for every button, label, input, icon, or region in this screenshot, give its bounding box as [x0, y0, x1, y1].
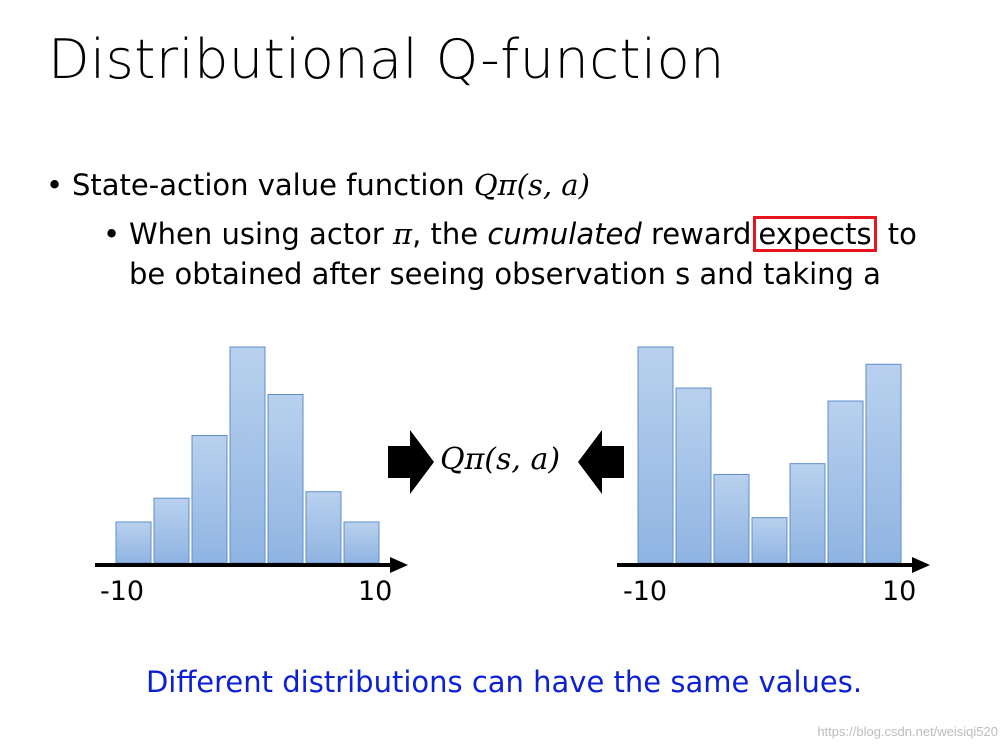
histogram-bar: [713, 473, 750, 564]
bullet2-part3: reward: [641, 217, 752, 251]
bullet-actor-description: • When using actor π, the cumulated rewar…: [103, 214, 973, 294]
right-pointing-arrow-icon: [388, 430, 434, 494]
right-hist-tick-min: -10: [623, 576, 668, 607]
histogram-bar: [789, 463, 826, 564]
histogram-bar: [229, 346, 266, 564]
histogram-left: [95, 346, 408, 573]
histogram-bar: [675, 387, 712, 564]
histogram-bar: [343, 521, 380, 564]
histogram-bar: [115, 521, 152, 564]
watermark: https://blog.csdn.net/weisiqi520: [817, 724, 998, 739]
histogram-bar: [827, 400, 864, 564]
bullet2-part2: , the: [412, 217, 488, 251]
center-q-label: Qπ(s, a): [440, 442, 561, 477]
bullet1-math: Qπ(s, a): [473, 168, 590, 202]
bullet1-text: State-action value function: [72, 168, 474, 202]
left-hist-tick-min: -10: [100, 576, 145, 607]
histogram-bar: [637, 346, 674, 564]
histogram-bar: [267, 394, 304, 564]
histogram-bar: [191, 435, 228, 564]
left-hist-tick-max: 10: [358, 576, 393, 607]
bullet-state-action: • State-action value function Qπ(s, a): [46, 168, 590, 202]
histogram-bar: [751, 517, 788, 564]
left-pointing-arrow-icon: [578, 430, 624, 494]
bullet2-pi: π: [393, 217, 413, 251]
histogram-bar: [865, 363, 902, 564]
right-hist-tick-max: 10: [882, 576, 917, 607]
x-axis-arrowhead-icon: [912, 557, 930, 573]
highlight-box-expects: expects: [753, 216, 877, 252]
footer-caption: Different distributions can have the sam…: [145, 665, 863, 699]
slide-title: Distributional Q-function: [48, 28, 725, 91]
bullet2-line2: be obtained after seeing observation s a…: [129, 257, 881, 291]
histogram-right: [617, 346, 930, 573]
x-axis-arrowhead-icon: [390, 557, 408, 573]
bullet-dot: •: [103, 217, 121, 251]
bullet2-italic: cumulated: [487, 217, 642, 251]
bullet2-part1: When using actor: [129, 217, 394, 251]
histogram-bar: [153, 497, 190, 564]
bullet-dot: •: [46, 168, 64, 202]
histogram-bar: [305, 491, 342, 564]
bullet2-part4: to: [878, 217, 917, 251]
